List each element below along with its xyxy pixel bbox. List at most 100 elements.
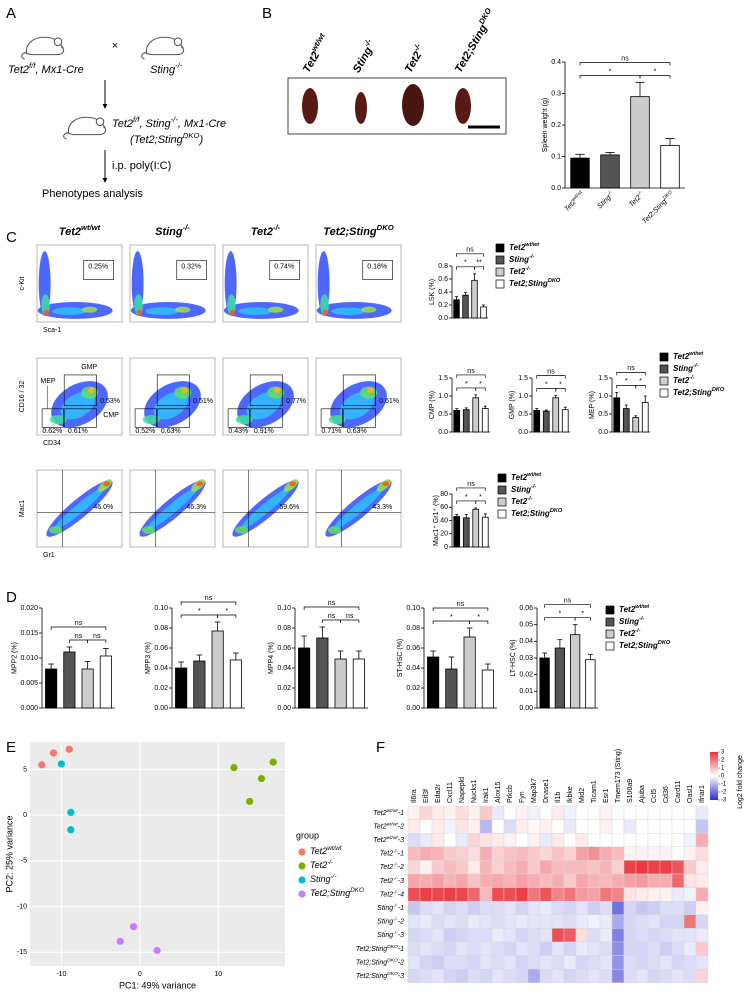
y-tick-label: 0.000	[20, 705, 38, 712]
superscript: -/-	[531, 484, 536, 490]
heatmap-cell	[551, 914, 565, 929]
bar	[193, 660, 206, 709]
heatmap-cell	[647, 955, 661, 970]
heatmap-cell	[455, 887, 469, 902]
significance-label: *	[465, 381, 468, 388]
density	[52, 307, 87, 316]
significance-bracket	[536, 375, 566, 379]
heatmap-cell	[503, 819, 517, 834]
y-tick-label: 1.5	[438, 375, 448, 382]
y-axis-label: LT-HSC (%)	[510, 639, 517, 676]
heatmap-cell	[611, 928, 625, 943]
superscript: DKO	[387, 944, 398, 950]
heatmap-cell	[575, 860, 589, 875]
heatmap-cell	[563, 941, 577, 956]
y-tick-label: 0.6	[438, 276, 448, 283]
heatmap-cell	[455, 860, 469, 875]
row-label: Sting-/--3	[377, 930, 404, 939]
gate-percent: 0.71%	[321, 428, 341, 435]
heatmap-cell	[587, 860, 601, 875]
heatmap-cell	[551, 955, 565, 970]
significance-label: *	[479, 381, 482, 388]
heatmap-cell	[443, 805, 457, 820]
heatmap-cell	[671, 846, 685, 861]
text-segment: Tet2;Sting	[356, 973, 387, 980]
heatmap-cell	[563, 914, 577, 929]
heatmap-cell	[467, 955, 481, 970]
y-tick-label: 0.0	[598, 429, 608, 436]
heatmap-cell	[563, 846, 577, 861]
significance-label: **	[476, 260, 482, 267]
heatmap-cell	[467, 873, 481, 888]
bar	[533, 409, 541, 433]
heatmap-cell	[551, 928, 565, 943]
heatmap-cell	[611, 941, 625, 956]
density	[367, 387, 374, 394]
heatmap-cell	[407, 833, 421, 848]
heatmap-cell	[491, 833, 505, 848]
colorbar-tick-label: -2	[721, 790, 727, 796]
heatmap-cell	[431, 928, 445, 943]
flow-plot: 0.61% 0.71% 0.63%	[315, 357, 402, 436]
legend-label: Tet2;StingDKO	[673, 387, 725, 397]
heatmap-cell	[551, 969, 565, 984]
heatmap-cell	[647, 846, 661, 861]
data-point	[57, 760, 65, 768]
significance-label: ns	[75, 633, 83, 640]
data-point	[67, 808, 75, 817]
heatmap-cell	[491, 819, 505, 834]
heatmap-cell	[479, 914, 493, 929]
heatmap-cell	[551, 819, 565, 834]
significance-bracket	[635, 385, 646, 389]
heatmap-cell	[431, 873, 445, 888]
heatmap-cell	[671, 805, 685, 820]
heatmap-cell	[575, 941, 589, 956]
photo-label: Tet2-/-	[400, 41, 428, 75]
gate-percent: 0.25%	[88, 263, 108, 270]
y-tick-label: 0.00	[406, 705, 420, 712]
density	[82, 306, 98, 313]
text-segment: Tet2	[310, 860, 327, 870]
heatmap-cell	[635, 969, 649, 984]
gate	[362, 260, 393, 280]
heatmap-cell	[467, 833, 481, 848]
heatmap-cell	[599, 833, 613, 848]
heatmap-cell	[503, 805, 517, 820]
significance-label: ns	[466, 247, 474, 254]
panel-label: C	[6, 229, 17, 246]
y-axis-label: ST-HSC (%)	[397, 639, 404, 678]
density	[238, 307, 273, 316]
superscript: -/-	[529, 254, 534, 260]
y-axis-label: CMP (%)	[429, 391, 436, 419]
heatmap-cell	[503, 833, 517, 848]
heatmap-cell	[611, 805, 625, 820]
gate	[227, 408, 250, 428]
y-tick-label: 0.08	[406, 625, 420, 632]
heatmap-cell	[479, 805, 493, 820]
y-tick-label: 0.0	[518, 429, 528, 436]
heatmap-cell	[587, 833, 601, 848]
heatmap-cell	[515, 873, 529, 888]
heatmap-cell	[431, 955, 445, 970]
text-segment: -2	[398, 918, 404, 925]
heatmap-cell	[419, 928, 433, 943]
density	[88, 387, 95, 394]
y-tick-label: 0.06	[406, 645, 420, 652]
heatmap-cell	[527, 941, 541, 956]
legend-marker	[298, 890, 306, 898]
heatmap-cell	[647, 887, 661, 902]
text-segment: Tet2;Sting	[509, 279, 548, 288]
legend-label: Tet2-/-	[509, 266, 531, 276]
x-tick-label: Tet2;StingDKO	[640, 189, 676, 225]
significance-bracket	[616, 372, 646, 376]
y-tick-label: 0.005	[20, 680, 38, 687]
gate-percent: 0.53%	[100, 398, 120, 405]
heatmap-cell	[575, 914, 589, 929]
superscript: -/-	[606, 189, 614, 197]
heatmap-cell	[635, 860, 649, 875]
superscript: wt/wt	[525, 242, 540, 248]
density	[331, 307, 366, 316]
significance-bracket	[456, 500, 477, 504]
heatmap-cell	[611, 969, 625, 984]
